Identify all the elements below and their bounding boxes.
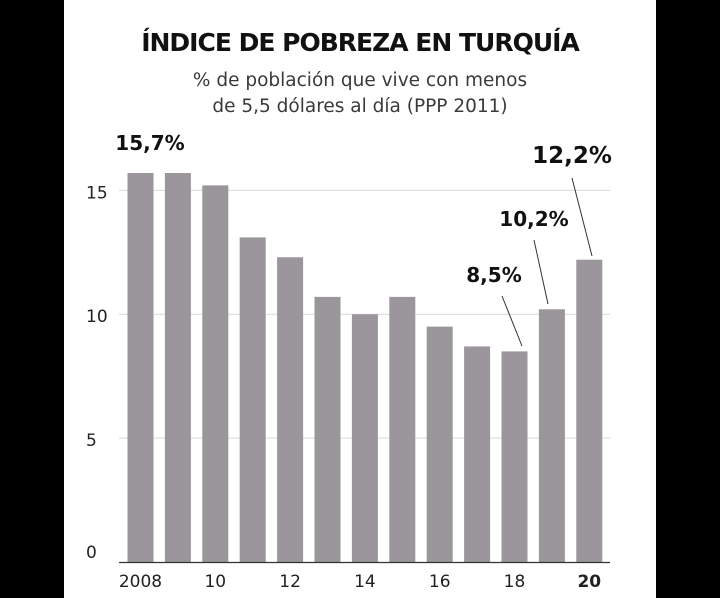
data-label: 12,2% [532,143,612,169]
bar [277,257,304,562]
bar [239,237,266,562]
x-tick-label: 14 [354,572,376,592]
chart-subtitle-line2: de 5,5 dólares al día (PPP 2011) [212,96,508,117]
data-label: 15,7% [115,131,184,155]
bar [464,346,491,562]
chart-title: ÍNDICE DE POBREZA EN TURQUÍA [141,28,580,57]
x-tick-label: 10 [204,572,226,592]
leader-line [571,177,593,257]
x-tick-label: 20 [577,572,601,592]
bar [164,173,191,562]
bar [314,296,341,562]
x-tick-label: 18 [504,572,526,592]
x-tick-label: 2008 [119,572,162,592]
x-tick-label: 12 [279,572,301,592]
data-label: 10,2% [499,207,568,231]
bar [127,173,154,562]
y-tick-label: 5 [86,431,97,451]
bar [538,309,565,562]
y-tick-label: 0 [86,543,97,563]
y-tick-label: 15 [86,183,108,203]
leader-line [501,295,523,347]
bar [351,314,378,562]
chart-subtitle-line1: % de población que vive con menos [192,70,528,91]
bar [426,326,453,562]
leader-line [533,239,549,305]
bar [202,185,229,562]
bar [576,259,603,562]
x-tick-label: 16 [429,572,451,592]
y-tick-label: 10 [86,307,108,327]
bar-chart: 0 5 10 15 2008 10 12 14 16 18 20 15,7% 8,5% 10,2% 12,2… [86,131,612,592]
bar [501,351,528,562]
chart-panel: ÍNDICE DE POBREZA EN TURQUÍA % de poblac… [64,0,656,598]
bar [389,296,416,562]
data-label: 8,5% [466,263,521,287]
